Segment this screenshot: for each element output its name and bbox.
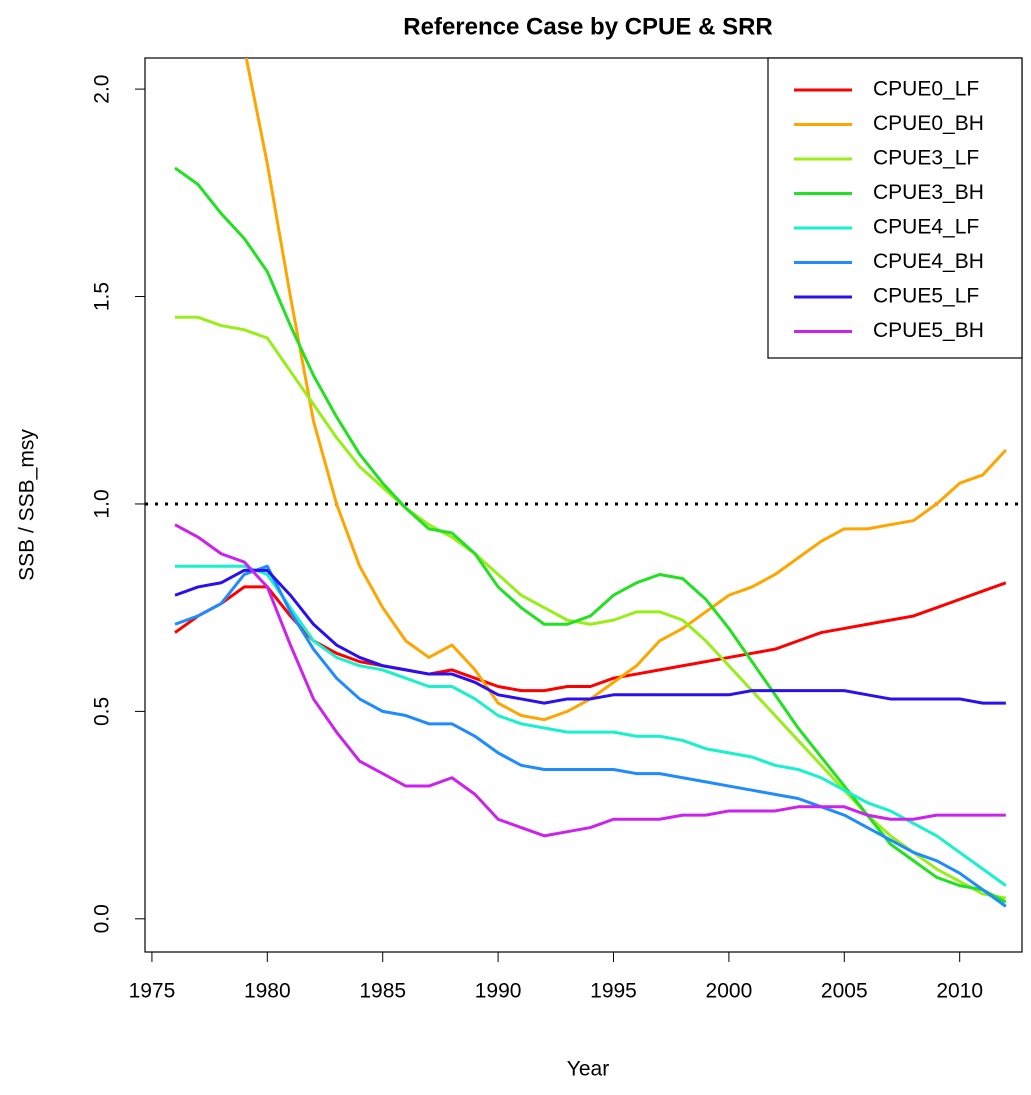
legend-label: CPUE5_LF bbox=[873, 285, 979, 308]
legend-label: CPUE0_BH bbox=[873, 112, 984, 135]
y-axis-label: SSB / SSB_msy bbox=[16, 429, 39, 581]
x-tick-label: 1995 bbox=[590, 980, 637, 1003]
x-tick-label: 2005 bbox=[821, 980, 868, 1003]
legend-label: CPUE4_LF bbox=[873, 216, 979, 239]
y-tick-label: 2.0 bbox=[91, 75, 114, 104]
series-line bbox=[174, 523, 1006, 838]
series-line bbox=[174, 568, 1006, 705]
legend-label: CPUE5_BH bbox=[873, 319, 984, 342]
legend-box bbox=[767, 57, 1023, 359]
y-tick-label: 1.5 bbox=[91, 282, 114, 311]
y-tick-label: 0.5 bbox=[91, 697, 114, 726]
chart-title: Reference Case by CPUE & SRR bbox=[403, 13, 772, 40]
x-tick-label: 2010 bbox=[936, 980, 983, 1003]
legend-label: CPUE0_LF bbox=[873, 78, 979, 101]
series-line bbox=[174, 564, 1007, 908]
x-tick-label: 1985 bbox=[359, 980, 406, 1003]
x-tick-label: 1990 bbox=[475, 980, 522, 1003]
x-tick-label: 1975 bbox=[129, 980, 176, 1003]
x-axis-label: Year bbox=[567, 1058, 609, 1081]
legend-label: CPUE3_LF bbox=[873, 147, 979, 170]
x-tick-label: 2000 bbox=[706, 980, 753, 1003]
series-line bbox=[174, 581, 1007, 693]
x-tick-label: 1980 bbox=[244, 980, 291, 1003]
plot-area bbox=[145, 58, 1022, 908]
y-tick-label: 1.0 bbox=[91, 489, 114, 518]
series-line bbox=[175, 564, 1007, 887]
y-tick-label: 0.0 bbox=[91, 904, 114, 933]
legend-label: CPUE4_BH bbox=[873, 250, 984, 273]
legend-label: CPUE3_BH bbox=[873, 181, 984, 204]
